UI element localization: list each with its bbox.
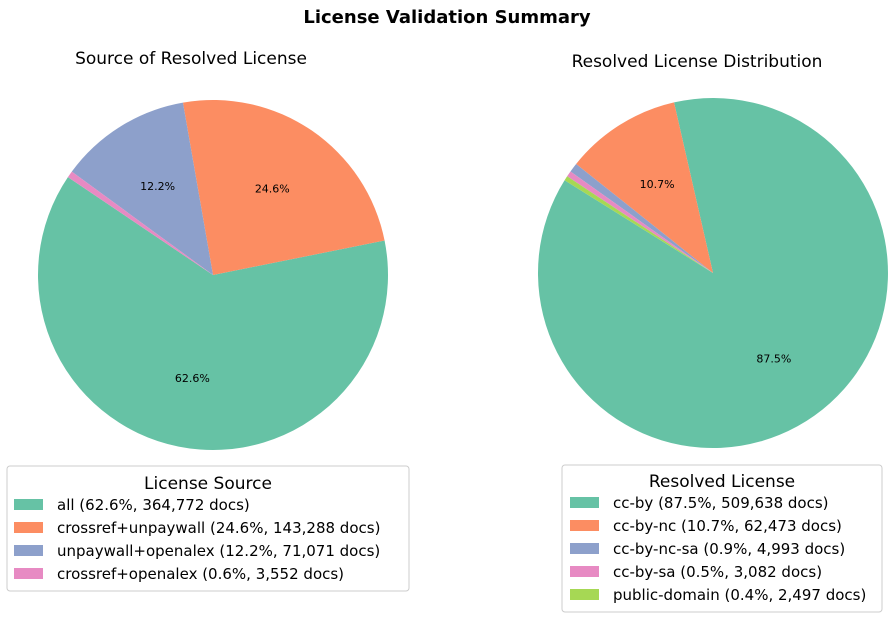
- pie-slice-label: 62.6%: [175, 372, 210, 385]
- pie-slice-public-domain: [564, 176, 713, 273]
- legend-swatch: [570, 497, 599, 508]
- legend-title: Resolved License: [649, 472, 795, 492]
- pie-slice-cc-by: [537, 98, 888, 449]
- legend-entry-label: crossref+openalex (0.6%, 3,552 docs): [57, 565, 344, 583]
- chart-title-license: Resolved License Distribution: [572, 52, 823, 72]
- legend-entry-label: cc-by-sa (0.5%, 3,082 docs): [613, 563, 822, 581]
- legend-entry-label: all (62.6%, 364,772 docs): [57, 496, 250, 514]
- pie-slice-cc-by-nc: [576, 102, 713, 274]
- legend-swatch: [570, 589, 599, 600]
- pie-slice-label: 12.2%: [140, 180, 175, 193]
- figure-title: License Validation Summary: [303, 7, 591, 28]
- pie-slice-label: 24.6%: [255, 182, 290, 195]
- pie-chart-source: Source of Resolved License 62.6% 24.6% 12.…: [6, 49, 410, 592]
- pie-chart-license: Resolved License Distribution 87.5% 10.7%…: [537, 52, 888, 613]
- legend-swatch: [14, 499, 43, 510]
- legend-entry-label: crossref+unpaywall (24.6%, 143,288 docs): [57, 519, 380, 537]
- legend-entries-source: all (62.6%, 364,772 docs) crossref+unpayw…: [14, 496, 380, 583]
- legend-swatch: [570, 543, 599, 554]
- legend-swatch: [570, 520, 599, 531]
- pie-slices-source: [38, 99, 389, 450]
- pie-slice-label: 87.5%: [756, 353, 791, 366]
- pie-slice-unpaywall-openalex: [71, 102, 214, 275]
- legend-license: Resolved License cc-by (87.5%, 509,638 d…: [561, 464, 883, 613]
- legend-entry-label: unpaywall+openalex (12.2%, 71,071 docs): [57, 542, 380, 560]
- legend-frame: [561, 464, 883, 613]
- chart-title-source: Source of Resolved License: [75, 49, 307, 69]
- legend-title: License Source: [144, 474, 272, 494]
- legend-source: License Source all (62.6%, 364,772 docs)…: [6, 465, 410, 592]
- pie-slice-labels-license: 87.5% 10.7%: [640, 178, 792, 366]
- legend-swatch: [14, 522, 43, 533]
- pie-slice-cc-by-sa: [567, 171, 713, 273]
- legend-entry-label: cc-by-nc-sa (0.9%, 4,993 docs): [613, 540, 845, 558]
- legend-frame: [6, 465, 410, 592]
- legend-entries-license: cc-by (87.5%, 509,638 docs) cc-by-nc (10.…: [570, 494, 866, 604]
- legend-entry-label: cc-by (87.5%, 509,638 docs): [613, 494, 829, 512]
- pie-slice-crossref-openalex: [67, 171, 213, 275]
- legend-swatch: [570, 566, 599, 577]
- legend-swatch: [14, 568, 43, 579]
- pie-slice-label: 10.7%: [640, 178, 675, 191]
- legend-swatch: [14, 545, 43, 556]
- pie-slice-all: [38, 177, 389, 450]
- legend-entry-label: cc-by-nc (10.7%, 62,473 docs): [613, 517, 842, 535]
- legend-entry-label: public-domain (0.4%, 2,497 docs): [613, 586, 866, 604]
- pie-slice-crossref-unpaywall: [182, 99, 385, 275]
- pie-slices-license: [537, 98, 888, 449]
- pie-slice-cc-by-nc-sa: [570, 163, 713, 273]
- pie-slice-labels-source: 62.6% 24.6% 12.2%: [140, 180, 290, 385]
